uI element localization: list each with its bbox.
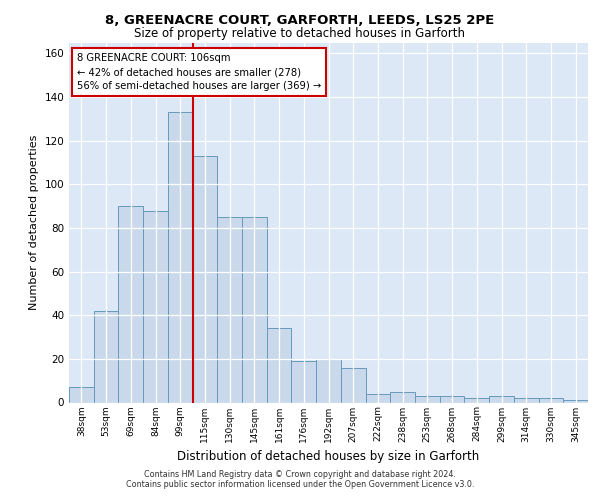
Bar [415,396,440,402]
Bar [440,396,464,402]
Bar [514,398,539,402]
Text: 8, GREENACRE COURT, GARFORTH, LEEDS, LS25 2PE: 8, GREENACRE COURT, GARFORTH, LEEDS, LS2… [106,14,494,27]
Bar [69,387,94,402]
Bar [316,359,341,403]
Bar [390,392,415,402]
Bar [118,206,143,402]
Bar [489,396,514,402]
Text: 8 GREENACRE COURT: 106sqm
← 42% of detached houses are smaller (278)
56% of semi: 8 GREENACRE COURT: 106sqm ← 42% of detac… [77,54,321,92]
Bar [217,217,242,402]
Bar [168,112,193,403]
X-axis label: Distribution of detached houses by size in Garforth: Distribution of detached houses by size … [178,450,479,463]
Text: Size of property relative to detached houses in Garforth: Size of property relative to detached ho… [134,28,466,40]
Bar [193,156,217,402]
Bar [94,311,118,402]
Bar [242,217,267,402]
Y-axis label: Number of detached properties: Number of detached properties [29,135,39,310]
Bar [143,210,168,402]
Bar [563,400,588,402]
Text: Contains HM Land Registry data © Crown copyright and database right 2024.
Contai: Contains HM Land Registry data © Crown c… [126,470,474,489]
Bar [464,398,489,402]
Bar [365,394,390,402]
Bar [341,368,365,402]
Bar [539,398,563,402]
Bar [292,361,316,403]
Bar [267,328,292,402]
